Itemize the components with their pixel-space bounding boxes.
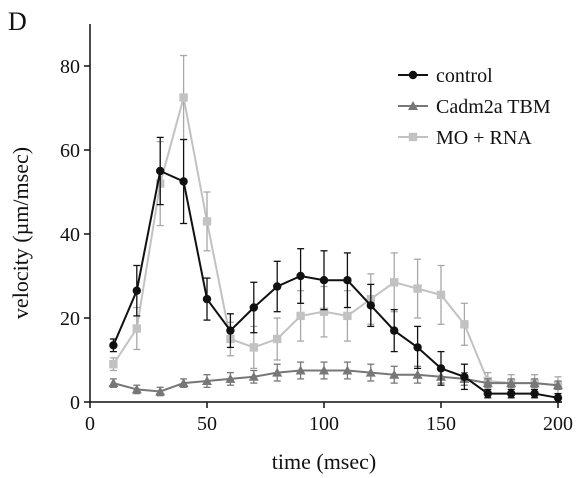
data-point <box>366 301 375 310</box>
data-point <box>296 311 305 321</box>
y-tick-label: 40 <box>60 224 80 246</box>
data-point <box>179 177 188 186</box>
data-point <box>413 284 422 293</box>
legend-marker <box>408 132 418 142</box>
data-point <box>202 376 212 385</box>
data-point <box>109 360 118 369</box>
data-point <box>506 378 517 388</box>
data-point <box>131 384 142 394</box>
data-point <box>553 393 563 402</box>
x-tick-label: 100 <box>309 413 339 435</box>
data-point <box>109 341 118 350</box>
x-tick-label: 150 <box>426 413 456 435</box>
series-1 <box>108 361 563 397</box>
legend-label: Cadm2a TBM <box>436 96 551 118</box>
data-point <box>390 278 399 287</box>
x-tick-label: 0 <box>85 413 95 435</box>
x-axis-label: time (msec) <box>272 449 376 474</box>
y-tick-label: 0 <box>70 392 80 414</box>
data-point <box>249 343 258 352</box>
legend-marker <box>408 70 418 80</box>
data-point <box>272 367 283 377</box>
data-point <box>319 307 329 316</box>
data-point <box>273 334 282 344</box>
x-tick-label: 200 <box>543 413 573 435</box>
axes: 0 20 40 60 80 0 50 100 150 200 <box>60 24 573 435</box>
data-point <box>226 326 235 335</box>
panel-label: D <box>8 7 27 36</box>
data-point <box>319 276 329 285</box>
data-point <box>178 378 189 388</box>
data-point <box>249 303 258 312</box>
data-point <box>156 166 165 176</box>
series-layer <box>108 54 563 403</box>
data-point <box>390 326 399 335</box>
data-point <box>225 373 236 383</box>
data-point <box>482 378 493 388</box>
data-point <box>413 343 422 352</box>
series-line <box>113 369 559 393</box>
data-point <box>460 372 469 381</box>
y-tick-label: 60 <box>60 140 80 162</box>
data-point <box>132 286 141 295</box>
y-tick-label: 20 <box>60 308 80 330</box>
data-point <box>295 365 306 375</box>
data-point <box>343 311 352 321</box>
data-point <box>319 365 329 375</box>
data-point <box>132 324 141 333</box>
data-point <box>365 367 376 377</box>
y-tick-label: 80 <box>60 56 80 78</box>
data-point <box>436 290 446 300</box>
legend-marker <box>408 101 418 110</box>
data-point <box>273 282 282 291</box>
data-point <box>179 93 188 102</box>
legend-label: control <box>436 65 493 87</box>
data-point <box>108 378 119 388</box>
data-point <box>553 380 563 390</box>
data-point <box>155 386 166 396</box>
data-point <box>342 365 353 375</box>
data-point <box>436 364 446 373</box>
series-line <box>112 97 559 387</box>
legend-label: MO + RNA <box>436 127 532 149</box>
y-axis-label: velocity (µm/msec) <box>8 147 33 319</box>
data-point <box>389 369 400 379</box>
series-0 <box>109 136 563 403</box>
legend: control Cadm2a TBM MO + RNA <box>398 65 551 149</box>
data-point <box>507 389 516 398</box>
data-point <box>202 217 212 226</box>
series-line <box>112 169 559 399</box>
data-point <box>483 389 492 398</box>
data-point <box>530 389 539 398</box>
data-point <box>296 271 305 281</box>
data-point <box>460 320 469 329</box>
x-tick-label: 50 <box>197 413 217 435</box>
data-point <box>343 276 352 285</box>
data-point <box>202 294 212 304</box>
data-point <box>412 369 423 379</box>
data-point <box>529 378 540 388</box>
data-point <box>248 371 259 381</box>
